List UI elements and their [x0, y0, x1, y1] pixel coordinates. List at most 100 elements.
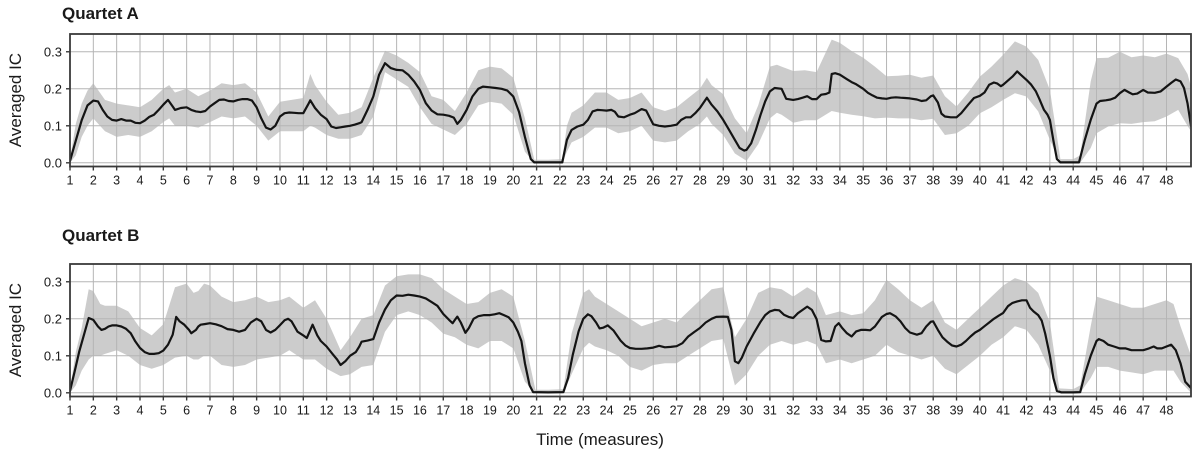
x-tick-label: 48 — [1160, 404, 1174, 418]
x-tick-label: 29 — [716, 404, 730, 418]
x-tick-label: 13 — [343, 404, 357, 418]
x-tick-label: 22 — [553, 404, 567, 418]
x-tick-label: 25 — [623, 174, 637, 188]
x-tick-label: 24 — [600, 174, 614, 188]
x-tick-label: 16 — [413, 174, 427, 188]
grid-lines — [69, 34, 1191, 167]
x-tick-label: 21 — [530, 174, 544, 188]
x-tick-label: 18 — [460, 404, 474, 418]
x-tick-label: 45 — [1090, 404, 1104, 418]
x-tick-label: 13 — [343, 174, 357, 188]
x-tick-label: 34 — [833, 174, 847, 188]
x-tick-label: 15 — [390, 174, 404, 188]
x-tick-label: 17 — [436, 404, 450, 418]
x-tick-label: 46 — [1113, 174, 1127, 188]
x-tick-label: 11 — [297, 404, 310, 418]
x-tick-label: 6 — [183, 404, 190, 418]
x-tick-label: 43 — [1043, 174, 1057, 188]
x-tick-label: 29 — [716, 174, 730, 188]
x-tick-label: 9 — [253, 174, 260, 188]
x-tick-label: 4 — [137, 404, 144, 418]
x-tick-label: 23 — [576, 404, 590, 418]
x-axis-label: Time (measures) — [536, 430, 664, 449]
mean-ic-line — [70, 62, 1191, 164]
x-tick-label: 7 — [207, 404, 214, 418]
confidence-band — [70, 274, 1191, 393]
x-tick-label: 23 — [576, 174, 590, 188]
quartet-b-plot: 1 2 3 4 5 6 7 8 9 10 11 12 13 14 15 16 17 18 19 20 21 22 23 24 2… — [44, 263, 1192, 418]
x-tick-label: 10 — [273, 404, 287, 418]
tick-marks — [66, 51, 1168, 171]
x-tick-label: 2 — [90, 174, 97, 188]
x-tick-label: 32 — [786, 404, 800, 418]
x-tick-label: 14 — [366, 174, 380, 188]
x-tick-label: 47 — [1136, 404, 1150, 418]
x-tick-label: 35 — [856, 174, 870, 188]
y-tick-label: 0.0 — [44, 385, 62, 400]
y-axis-label-quartet-a: Averaged IC — [6, 53, 25, 148]
x-tick-label: 20 — [506, 174, 520, 188]
y-tick-label: 0.1 — [44, 348, 62, 363]
x-tick-label: 41 — [996, 404, 1010, 418]
x-tick-label: 1 — [67, 174, 74, 188]
quartet-b-title: Quartet B — [62, 226, 140, 245]
x-tick-label: 26 — [646, 174, 660, 188]
x-tick-label: 47 — [1136, 174, 1150, 188]
x-tick-label: 27 — [670, 174, 684, 188]
x-tick-label: 39 — [950, 404, 964, 418]
x-tick-label: 48 — [1160, 174, 1174, 188]
confidence-band — [70, 39, 1191, 163]
x-tick-label: 38 — [926, 404, 940, 418]
x-tick-label: 46 — [1113, 404, 1127, 418]
x-tick-label: 28 — [693, 174, 707, 188]
x-tick-label: 16 — [413, 404, 427, 418]
x-tick-label: 34 — [833, 404, 847, 418]
x-tick-label: 31 — [763, 404, 777, 418]
x-tick-label: 18 — [460, 174, 474, 188]
x-tick-label: 37 — [903, 404, 917, 418]
x-tick-label: 37 — [903, 174, 917, 188]
x-tick-label: 32 — [786, 174, 800, 188]
x-tick-label: 19 — [483, 174, 497, 188]
x-tick-label: 3 — [113, 404, 120, 418]
x-tick-label: 1 — [67, 404, 74, 418]
quartet-a-plot: 1 2 3 4 5 6 7 8 9 10 11 12 13 14 15 16 17 18 19 20 21 22 23 24 2… — [44, 33, 1192, 188]
x-tick-label: 28 — [693, 404, 707, 418]
x-tick-label: 30 — [740, 404, 754, 418]
x-tick-label: 6 — [183, 174, 190, 188]
y-tick-label: 0.1 — [44, 118, 62, 133]
x-tick-label: 27 — [670, 404, 684, 418]
mean-ic-line — [70, 293, 1191, 394]
x-tick-label: 25 — [623, 404, 637, 418]
x-tick-label: 12 — [320, 404, 334, 418]
x-tick-label: 39 — [950, 174, 964, 188]
x-tick-label: 44 — [1066, 404, 1080, 418]
x-tick-label: 26 — [646, 404, 660, 418]
x-tick-label: 36 — [880, 174, 894, 188]
x-tick-label: 11 — [297, 174, 310, 188]
x-tick-label: 5 — [160, 404, 167, 418]
y-tick-label: 0.3 — [44, 44, 62, 59]
x-tick-label: 15 — [390, 404, 404, 418]
x-tick-label: 8 — [230, 174, 237, 188]
x-tick-label: 40 — [973, 174, 987, 188]
x-tick-label: 2 — [90, 404, 97, 418]
y-axis-label-quartet-b: Averaged IC — [6, 283, 25, 378]
x-tick-label: 35 — [856, 404, 870, 418]
x-tick-label: 14 — [366, 404, 380, 418]
x-tick-label: 5 — [160, 174, 167, 188]
x-tick-label: 19 — [483, 404, 497, 418]
x-tick-label: 12 — [320, 174, 334, 188]
x-tick-label: 30 — [740, 174, 754, 188]
x-tick-label: 38 — [926, 174, 940, 188]
x-tick-label: 3 — [113, 174, 120, 188]
x-tick-label: 41 — [996, 174, 1010, 188]
x-tick-label: 10 — [273, 174, 287, 188]
x-tick-label: 43 — [1043, 404, 1057, 418]
x-tick-label: 9 — [253, 404, 260, 418]
x-tick-label: 8 — [230, 404, 237, 418]
x-tick-label: 42 — [1020, 404, 1034, 418]
x-tick-label: 21 — [530, 404, 544, 418]
